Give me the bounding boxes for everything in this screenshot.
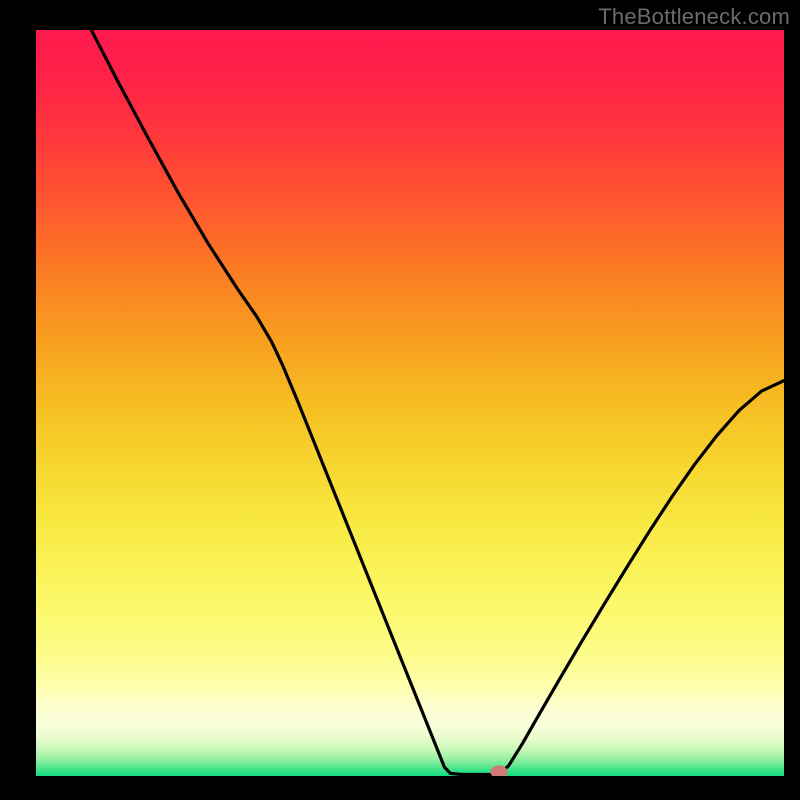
chart-frame: TheBottleneck.com (0, 0, 800, 800)
gradient-background (36, 30, 784, 776)
gradient-plot-area (36, 30, 784, 776)
watermark-text: TheBottleneck.com (598, 4, 790, 30)
bottleneck-curve-chart (36, 30, 784, 776)
